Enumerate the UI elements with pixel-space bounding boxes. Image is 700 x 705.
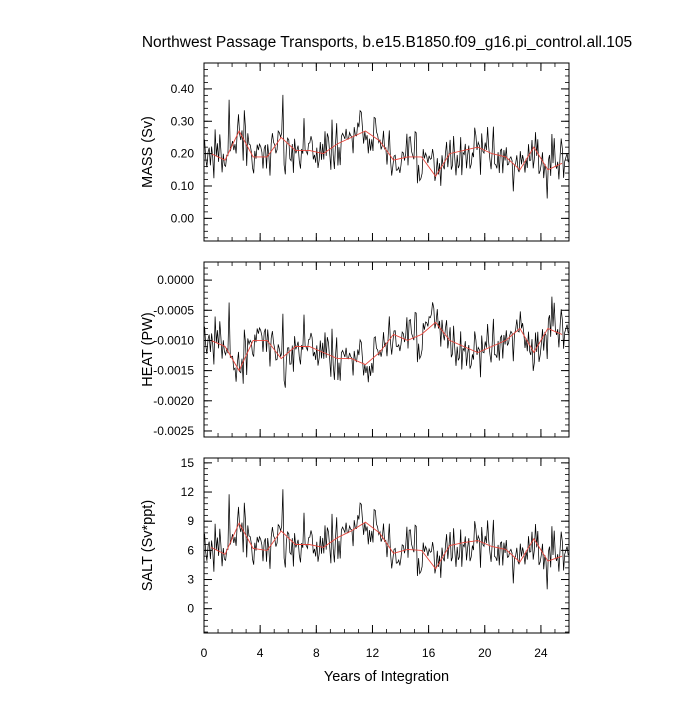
- x-tick-label: 20: [478, 646, 492, 660]
- y-tick-label: 0.00: [171, 211, 195, 225]
- y-tick-label: 0.30: [171, 114, 195, 128]
- x-tick-label: 24: [534, 646, 548, 660]
- plot-frame: [203, 62, 570, 242]
- y-tick-label: -0.0015: [153, 364, 194, 378]
- x-tick-label: 8: [313, 646, 320, 660]
- y-tick-label: 6: [187, 543, 194, 557]
- y-tick-label: 3: [187, 573, 194, 587]
- x-tick-label: 4: [257, 646, 264, 660]
- x-axis-label: Years of Integration: [324, 669, 449, 685]
- y-tick-label: 12: [181, 485, 195, 499]
- y-axis-label: SALT (Sv*ppt): [140, 500, 156, 591]
- y-axis-label: MASS (Sv): [140, 116, 156, 188]
- y-tick-label: 0.40: [171, 82, 195, 96]
- annual-mean-line: [210, 130, 563, 178]
- y-tick-label: 0: [187, 602, 194, 616]
- x-tick-label: 0: [201, 646, 208, 660]
- y-tick-label: -0.0025: [153, 424, 194, 438]
- monthly-series-line: [204, 489, 569, 590]
- monthly-series-line: [204, 296, 569, 388]
- monthly-series-line: [204, 94, 569, 199]
- x-tick-label: 12: [366, 646, 380, 660]
- y-tick-label: -0.0020: [153, 394, 194, 408]
- y-tick-label: 0.10: [171, 179, 195, 193]
- y-tick-label: -0.0010: [153, 333, 194, 347]
- y-tick-label: 0.20: [171, 147, 195, 161]
- y-axis-label: HEAT (PW): [140, 312, 156, 386]
- panel-heat: -0.0025 -0.0020 -0.0015 -0.0010 -0.0005 0.000…: [140, 261, 570, 438]
- y-tick-label: -0.0005: [153, 303, 194, 317]
- annual-mean-line: [210, 521, 563, 570]
- x-tick-label: 16: [422, 646, 436, 660]
- panel-salt: 0 3 6 9 12 15 0 4 8 12 16 20 24 Years of Integration S…: [140, 456, 570, 685]
- chart-title: Northwest Passage Transports, b.e15.B185…: [142, 34, 632, 51]
- y-tick-label: 15: [181, 456, 195, 470]
- y-tick-label: 0.0000: [157, 273, 194, 287]
- panel-mass: 0.00 0.10 0.20 0.30 0.40 MASS (Sv): [140, 62, 570, 242]
- annual-mean-line: [210, 321, 563, 372]
- y-tick-label: 9: [187, 514, 194, 528]
